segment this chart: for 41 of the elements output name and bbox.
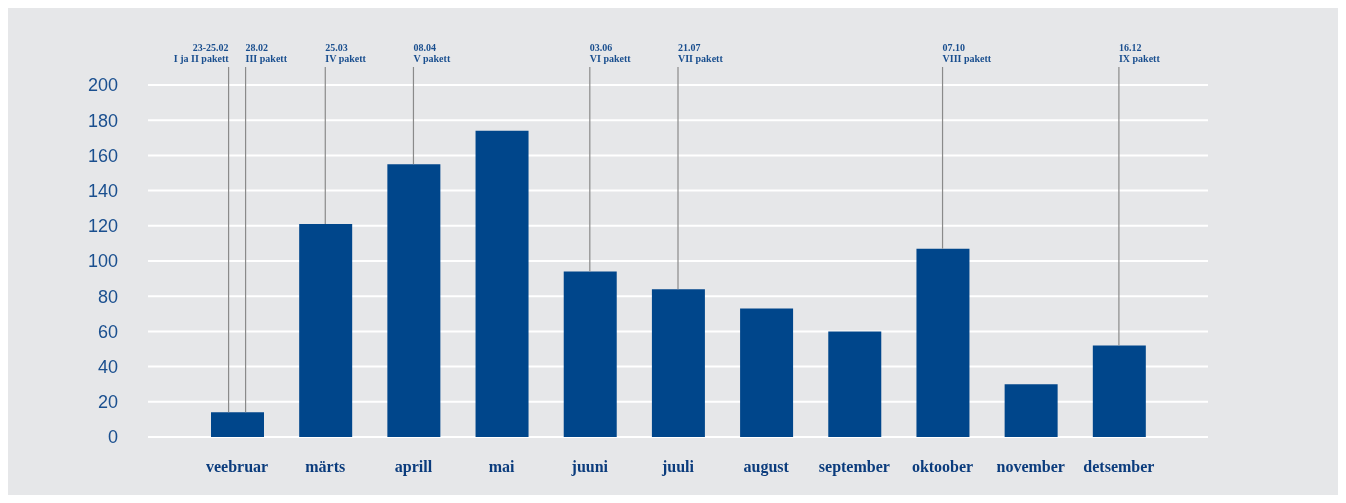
y-tick-label: 0: [107, 427, 118, 448]
y-tick-label: 80: [97, 286, 118, 307]
bar: [563, 271, 617, 437]
annotation: 07.10 VIII pakett: [942, 42, 992, 64]
y-tick-label: 140: [87, 180, 118, 201]
x-tick-label: august: [743, 458, 790, 477]
x-tick-label: märts: [305, 458, 346, 476]
y-tick-label: 120: [87, 216, 118, 237]
bar: [387, 164, 441, 437]
bar: [1092, 345, 1146, 437]
x-tick-label: juuli: [660, 458, 695, 477]
bar: [299, 224, 353, 437]
x-tick-label: mai: [488, 458, 516, 476]
bar: [740, 308, 794, 437]
annotation: 28.02 III pakett: [245, 42, 288, 64]
y-tick-label: 60: [97, 321, 118, 342]
annotation: 25.03 IV pakett: [325, 42, 367, 64]
bar: [651, 289, 705, 437]
x-tick-label: aprill: [394, 458, 433, 477]
x-tick-label: november: [996, 458, 1065, 476]
y-tick-label: 40: [97, 356, 118, 377]
x-tick-label: oktoober: [911, 458, 974, 476]
bar: [916, 248, 970, 437]
x-tick-label: juuni: [570, 458, 609, 477]
annotation: 21.07 VII pakett: [678, 42, 724, 64]
bar: [1004, 384, 1058, 437]
x-tick-label: september: [818, 458, 890, 477]
x-tick-label: veebruar: [205, 458, 269, 476]
y-tick-label: 100: [87, 251, 118, 272]
y-tick-label: 160: [87, 145, 118, 166]
annotation: 08.04 V pakett: [413, 42, 451, 64]
annotation: 03.06 VI pakett: [589, 42, 632, 64]
annotation: 23-25.02 I ja II pakett: [173, 42, 230, 64]
y-tick-label: 180: [87, 110, 118, 131]
bar: [475, 130, 529, 437]
y-tick-label: 200: [87, 75, 118, 96]
bar: [211, 412, 264, 437]
x-tick-label: detsember: [1083, 458, 1155, 476]
annotation: 16.12 IX pakett: [1118, 42, 1161, 64]
y-tick-label: 20: [97, 392, 118, 413]
bar: [828, 331, 882, 437]
